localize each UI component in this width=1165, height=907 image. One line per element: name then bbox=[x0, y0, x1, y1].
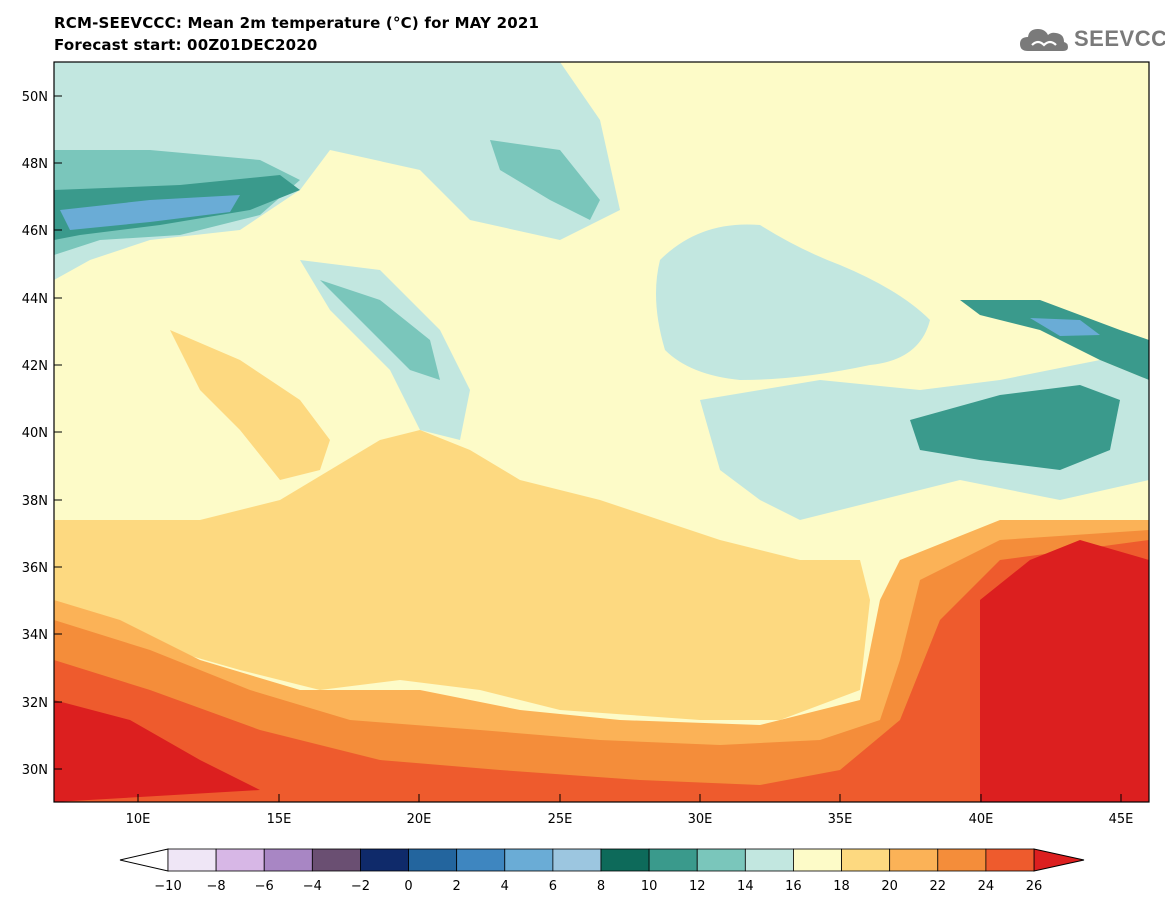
lon-label: 45E bbox=[1109, 812, 1134, 827]
lon-label: 35E bbox=[828, 812, 853, 827]
lon-label: 40E bbox=[969, 812, 994, 827]
lat-label: 38N bbox=[22, 494, 48, 509]
lon-label: 10E bbox=[126, 812, 151, 827]
lat-label: 34N bbox=[22, 628, 48, 643]
lon-label: 20E bbox=[407, 812, 432, 827]
colorbar-label: 22 bbox=[930, 879, 947, 894]
colorbar-label: −2 bbox=[351, 879, 370, 894]
lat-label: 44N bbox=[22, 292, 48, 307]
colorbar-label: −10 bbox=[154, 879, 181, 894]
colorbar-cell bbox=[552, 848, 602, 872]
cloud-icon bbox=[1020, 29, 1068, 51]
colorbar-label: −6 bbox=[255, 879, 274, 894]
colorbar-label: 20 bbox=[881, 879, 898, 894]
colorbar-label: 24 bbox=[978, 879, 995, 894]
colorbar-cell bbox=[600, 848, 650, 872]
colorbar-cell bbox=[841, 848, 891, 872]
colorbar-label: 18 bbox=[833, 879, 850, 894]
libya-hottest bbox=[54, 700, 260, 802]
africa-hotter bbox=[54, 530, 1149, 802]
lon-label: 30E bbox=[688, 812, 713, 827]
colorbar-label: 16 bbox=[785, 879, 802, 894]
lat-label: 48N bbox=[22, 157, 48, 172]
lon-label: 15E bbox=[267, 812, 292, 827]
forecast-start-line: Forecast start: 00Z01DEC2020 bbox=[54, 36, 318, 54]
colorbar-cell bbox=[889, 848, 939, 872]
colorbar-label: −4 bbox=[303, 879, 322, 894]
lat-ticks: 50N 48N 46N 44N 42N 40N 38N 36N 34N 32N … bbox=[22, 90, 62, 778]
lat-label: 46N bbox=[22, 224, 48, 239]
lat-label: 40N bbox=[22, 426, 48, 441]
colorbar-label: 6 bbox=[549, 879, 557, 894]
colorbar-label: 14 bbox=[737, 879, 754, 894]
colorbar-cell bbox=[744, 848, 794, 872]
caucasus-band bbox=[960, 300, 1149, 380]
title-line: RCM-SEEVCCC: Mean 2m temperature (°C) fo… bbox=[54, 14, 540, 32]
colorbar-label: 10 bbox=[641, 879, 658, 894]
colorbar-label: 2 bbox=[453, 879, 461, 894]
colorbar-label: 12 bbox=[689, 879, 706, 894]
lat-label: 50N bbox=[22, 90, 48, 105]
colorbar-cell bbox=[985, 848, 1035, 872]
colorbar-cell bbox=[504, 848, 554, 872]
colorbar-cell bbox=[793, 848, 842, 872]
colorbar-cell bbox=[167, 848, 217, 872]
seevccc-logo: SEEVCCC bbox=[1018, 22, 1165, 56]
lat-label: 42N bbox=[22, 359, 48, 374]
italy-warm bbox=[170, 330, 330, 480]
colorbar-label: 26 bbox=[1026, 879, 1043, 894]
colorbar-cell bbox=[648, 848, 698, 872]
lat-label: 36N bbox=[22, 561, 48, 576]
colorbar-label: 0 bbox=[404, 879, 412, 894]
map-field bbox=[54, 62, 1149, 802]
logo-text: SEEVCCC bbox=[1074, 26, 1165, 51]
colorbar-cell bbox=[937, 848, 987, 872]
lon-label: 25E bbox=[548, 812, 573, 827]
colorbar-cell bbox=[408, 848, 458, 872]
arabia-hottest bbox=[980, 540, 1149, 802]
colorbar-label: −8 bbox=[207, 879, 226, 894]
colorbar-label: 4 bbox=[501, 879, 509, 894]
anatolia-teal bbox=[910, 385, 1120, 470]
colorbar: −10 −8 −6 −4 −2 0 2 4 6 8 10 12 14 16 18 20 22 24 26 bbox=[119, 848, 1085, 894]
colorbar-label: 8 bbox=[597, 879, 605, 894]
dinaric-cool bbox=[300, 260, 470, 440]
colorbar-over-arrow bbox=[1033, 848, 1085, 872]
alps-blue-band bbox=[60, 195, 240, 230]
lat-label: 32N bbox=[22, 696, 48, 711]
colorbar-cell bbox=[456, 848, 506, 872]
mediterranean-warm bbox=[54, 430, 870, 720]
colorbar-under-arrow bbox=[119, 848, 169, 872]
lon-ticks: 10E 15E 20E 25E 30E 35E 40E 45E bbox=[126, 794, 1134, 827]
carpathian-teal bbox=[490, 140, 600, 220]
colorbar-cell bbox=[360, 848, 409, 872]
caucasus-blue bbox=[1030, 318, 1100, 336]
lat-label: 30N bbox=[22, 763, 48, 778]
black-sea bbox=[656, 224, 930, 380]
colorbar-cell bbox=[263, 848, 313, 872]
dinaric-teal bbox=[320, 280, 440, 380]
colorbar-cell bbox=[696, 848, 746, 872]
colorbar-cell bbox=[215, 848, 265, 872]
colorbar-cell bbox=[311, 848, 361, 872]
